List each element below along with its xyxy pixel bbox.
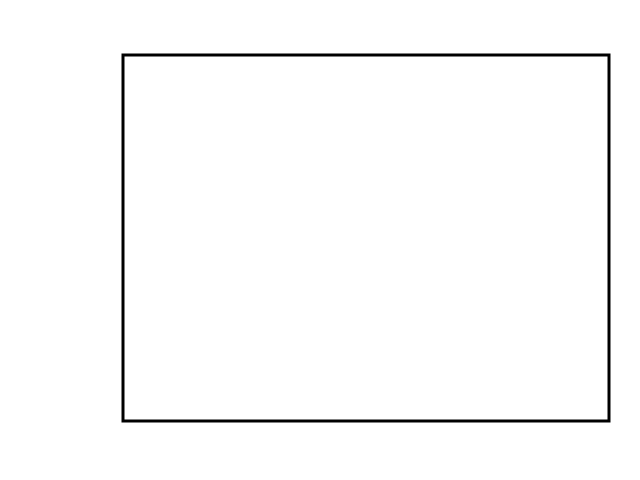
plot-border — [121, 53, 611, 423]
